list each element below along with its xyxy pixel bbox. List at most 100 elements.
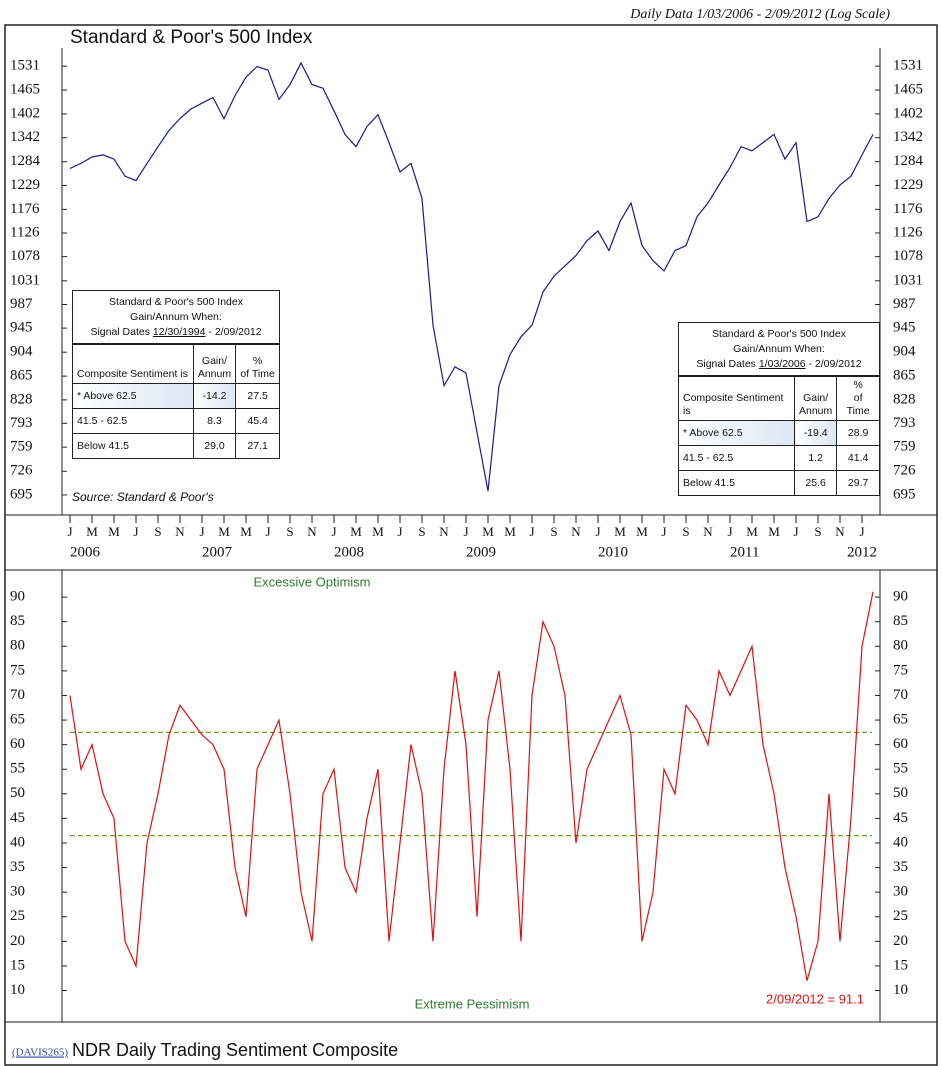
header-line: Gain/	[803, 392, 829, 404]
x-tick-label: M	[218, 524, 230, 539]
y-tick-label-right: 759	[893, 439, 916, 455]
table-grid: Composite Sentiment is Gain/Annum% of Time…	[73, 344, 279, 458]
header-cell: Gain/Annum	[794, 376, 838, 421]
x-tick-label: M	[746, 524, 758, 539]
y-tick-label-right: 40	[893, 834, 908, 850]
table-cell: 1.2	[794, 445, 838, 471]
x-tick-label: N	[307, 524, 317, 539]
year-label: 2008	[334, 544, 364, 560]
header-line: Composite Sentiment is	[683, 392, 784, 417]
x-tick-label: S	[550, 524, 557, 539]
data-line	[69, 591, 874, 981]
annotation: 2/09/2012 = 91.1	[766, 991, 864, 1006]
y-tick-label: 1229	[10, 177, 40, 193]
y-tick-label: 828	[10, 391, 33, 407]
y-tick-label-right: 726	[893, 463, 916, 479]
y-tick-label-right: 70	[893, 687, 908, 703]
header-cell: Composite Sentiment is	[73, 344, 194, 384]
y-tick-label: 70	[10, 687, 25, 703]
y-tick-label-right: 1531	[893, 58, 923, 74]
header-line: %	[853, 379, 863, 391]
table-cell: Below 41.5	[73, 433, 194, 458]
y-tick-label-right: 35	[893, 859, 908, 875]
x-tick-label: S	[286, 524, 293, 539]
y-tick-label-right: 50	[893, 785, 908, 801]
y-tick-label: 695	[10, 486, 33, 502]
x-tick-label: N	[571, 524, 581, 539]
signal-dates: Signal Dates 12/30/1994 - 2/09/2012	[75, 325, 277, 340]
annotation: Excessive Optimism	[253, 574, 370, 589]
table-cell: Below 41.5	[679, 470, 795, 495]
header-cell: % of Time	[836, 376, 879, 421]
header-row: Composite Sentiment is Gain/Annum% of Time	[73, 344, 279, 384]
footer-code: (DAVIS265)	[12, 1047, 68, 1059]
y-tick-label-right: 828	[893, 391, 916, 407]
y-tick-label-right: 55	[893, 761, 908, 777]
header-line: Annum	[799, 405, 833, 417]
x-tick-label: M	[240, 524, 252, 539]
y-tick-label-right: 865	[893, 368, 916, 384]
x-tick-label: J	[793, 524, 798, 539]
x-tick-label: J	[199, 524, 204, 539]
header-line: %	[252, 355, 263, 367]
header-line: Composite Sentiment is	[77, 368, 188, 380]
y-tick-label: 75	[10, 662, 25, 678]
x-tick-label: N	[175, 524, 185, 539]
year-label: 2011	[730, 544, 759, 560]
y-tick-label: 20	[10, 933, 25, 949]
outer-frame	[4, 24, 938, 1066]
x-tick-label: N	[439, 524, 449, 539]
y-tick-label: 85	[10, 613, 25, 629]
y-tick-label-right: 1078	[893, 248, 923, 264]
date-range-note: Daily Data 1/03/2006 - 2/09/2012 (Log Sc…	[629, 7, 890, 22]
y-tick-label: 1126	[10, 224, 40, 240]
table-title-line: Gain/Annum When:	[733, 343, 825, 355]
footer-title: NDR Daily Trading Sentiment Composite	[72, 1040, 398, 1060]
y-tick-label-right: 75	[893, 662, 908, 678]
x-tick-label: J	[529, 524, 534, 539]
table-row: * Above 62.5 -14.2 27.5	[73, 383, 279, 409]
y-tick-label: 987	[10, 296, 33, 312]
year-label: 2009	[466, 544, 496, 560]
y-tick-label-right: 60	[893, 736, 908, 752]
data-line	[69, 61, 874, 492]
x-tick-label: M	[108, 524, 120, 539]
header-line: of Time	[846, 392, 870, 417]
y-tick-label-right: 45	[893, 810, 908, 826]
table-row: * Above 62.5 -19.4 28.9	[679, 420, 879, 446]
stats-table: Standard & Poor's 500 Index Gain/Annum Wh…	[72, 290, 280, 459]
signal-end: - 2/09/2012	[808, 358, 862, 370]
header-line: Gain/	[201, 355, 228, 367]
y-tick-label: 90	[10, 589, 25, 605]
y-tick-label-right: 945	[893, 320, 916, 336]
y-tick-label: 1402	[10, 105, 40, 121]
x-tick-label: S	[682, 524, 689, 539]
y-tick-label-right: 10	[893, 982, 908, 998]
table-cell: 41.5 - 62.5	[73, 408, 194, 434]
table-row: 41.5 - 62.5 8.3 45.4	[73, 408, 279, 434]
y-tick-label: 1342	[10, 129, 40, 145]
y-tick-label-right: 1229	[893, 177, 923, 193]
y-tick-label-right: 793	[893, 415, 916, 431]
y-tick-label: 60	[10, 736, 25, 752]
y-tick-label: 80	[10, 638, 25, 654]
y-tick-label-right: 987	[893, 296, 916, 312]
x-tick-label: J	[67, 524, 72, 539]
y-tick-label: 55	[10, 761, 25, 777]
x-tick-label: J	[859, 524, 864, 539]
x-tick-label: J	[265, 524, 270, 539]
y-tick-label: 759	[10, 439, 33, 455]
y-tick-label-right: 15	[893, 957, 908, 973]
y-tick-label: 10	[10, 982, 25, 998]
y-tick-label-right: 1284	[893, 153, 924, 169]
table-cell: 8.3	[193, 408, 237, 434]
y-tick-label: 726	[10, 463, 33, 479]
x-tick-label: S	[814, 524, 821, 539]
x-tick-label: M	[636, 524, 648, 539]
table-title-line: Gain/Annum When:	[130, 311, 222, 323]
y-tick-label-right: 1402	[893, 105, 923, 121]
x-tick-label: M	[614, 524, 626, 539]
y-tick-label: 50	[10, 785, 25, 801]
y-tick-label: 1176	[10, 201, 40, 217]
